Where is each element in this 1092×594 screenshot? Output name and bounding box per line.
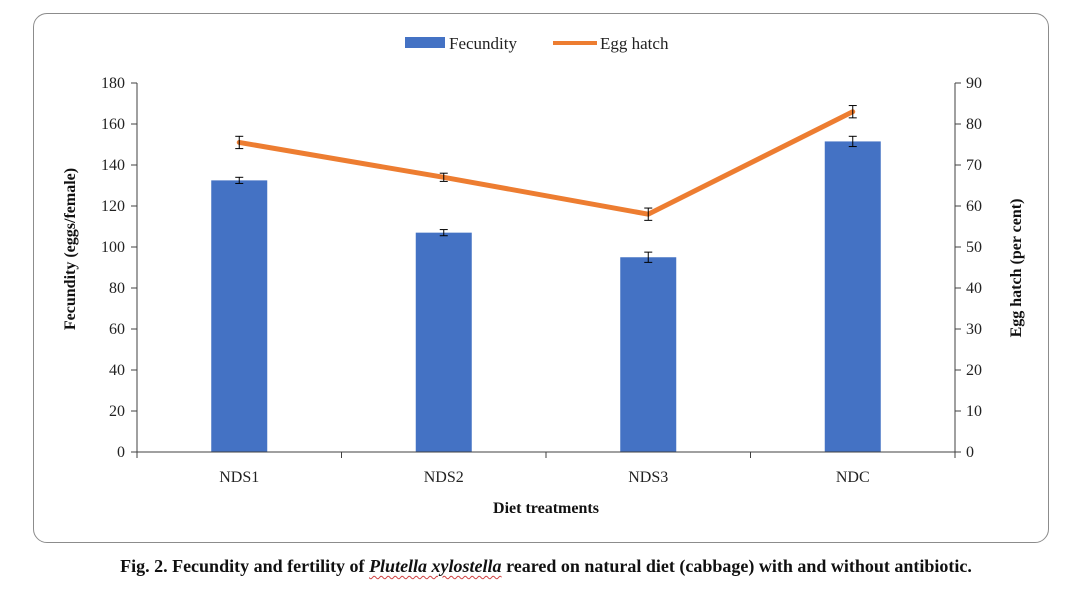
y-left-tick-label: 100 <box>101 239 125 256</box>
y-left-tick-label: 140 <box>101 157 125 174</box>
caption-suffix: reared on natural diet (cabbage) with an… <box>501 556 972 576</box>
x-tick-label: NDS3 <box>628 469 668 486</box>
y-right-tick-label: 30 <box>966 321 982 338</box>
y-left-tick-label: 180 <box>101 75 125 92</box>
y-right-tick-label: 70 <box>966 157 982 174</box>
axes-layer: 0 20 40 60 80 100 120 140 160 180 0 10 20 30 40 50 60 70 8… <box>101 75 982 486</box>
bar-fecundity-nds1 <box>211 180 268 452</box>
legend-label-egg-hatch: Egg hatch <box>600 34 669 53</box>
error-bar-fecundity-ndc <box>848 135 857 148</box>
error-bar-fecundity-nds1 <box>235 176 244 184</box>
y-left-tick-label: 0 <box>117 444 125 461</box>
line-layer <box>235 105 857 221</box>
y-right-tick-label: 80 <box>966 116 982 133</box>
x-tick-label: NDC <box>836 469 870 486</box>
y-right-tick-label: 90 <box>966 75 982 92</box>
caption-prefix: Fig. 2. Fecundity and fertility of <box>120 556 370 576</box>
bar-fecundity-ndc <box>824 141 881 453</box>
error-bar-fecundity-nds2 <box>439 229 448 237</box>
y-right-tick-label: 0 <box>966 444 974 461</box>
y-right-tick-label: 60 <box>966 198 982 215</box>
line-egg-hatch <box>236 109 856 217</box>
y-axis-left-title: Fecundity (eggs/female) <box>62 168 79 330</box>
bar-fecundity-nds3 <box>620 257 677 452</box>
y-left-tick-label: 40 <box>109 362 125 379</box>
y-left-tick-label: 80 <box>109 280 125 297</box>
y-right-tick-label: 20 <box>966 362 982 379</box>
x-tick-label: NDS2 <box>424 469 464 486</box>
y-right-tick-label: 10 <box>966 403 982 420</box>
x-tick-label: NDS1 <box>219 469 259 486</box>
error-bar-egg-hatch-nds2 <box>439 172 448 182</box>
bar-fecundity-nds2 <box>415 232 472 452</box>
y-left-tick-label: 160 <box>101 116 125 133</box>
y-left-tick-label: 60 <box>109 321 125 338</box>
legend-label-fecundity: Fecundity <box>449 34 517 53</box>
error-bar-fecundity-nds3 <box>644 251 653 263</box>
error-bar-egg-hatch-ndc <box>848 105 857 119</box>
y-right-tick-label: 40 <box>966 280 982 297</box>
y-axis-right-title: Egg hatch (per cent) <box>1008 199 1025 338</box>
caption-species: Plutella xylostella <box>369 556 502 576</box>
figure-caption: Fig. 2. Fecundity and fertility of Plute… <box>0 556 1092 577</box>
x-axis-title: Diet treatments <box>493 500 599 517</box>
legend-swatch-fecundity <box>405 37 445 48</box>
bars-layer <box>211 135 881 453</box>
legend: Fecundity Egg hatch <box>405 34 669 53</box>
y-left-tick-label: 120 <box>101 198 125 215</box>
y-right-tick-label: 50 <box>966 239 982 256</box>
y-left-tick-label: 20 <box>109 403 125 420</box>
error-bar-egg-hatch-nds3 <box>644 207 653 221</box>
error-bar-egg-hatch-nds1 <box>235 135 244 150</box>
